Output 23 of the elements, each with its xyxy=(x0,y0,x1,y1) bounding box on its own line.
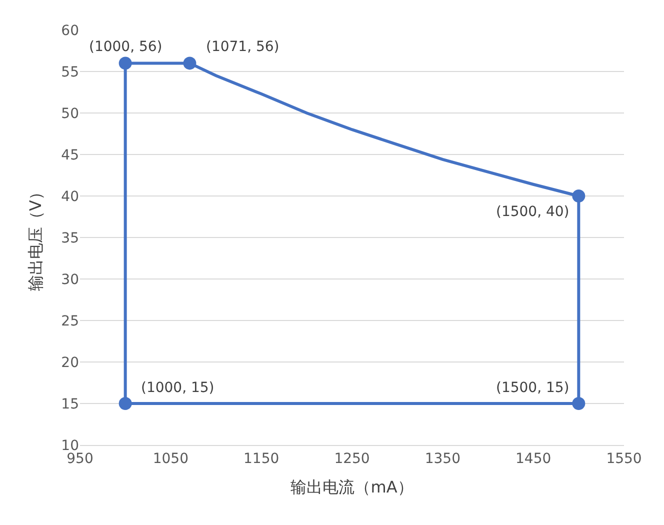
x-tick-label: 1050 xyxy=(152,450,188,467)
x-axis-title: 输出电流（mA） xyxy=(290,478,414,496)
annotation: (1500, 40) xyxy=(496,204,570,220)
x-tick-label: 1250 xyxy=(334,450,370,467)
x-tick-label: 1550 xyxy=(606,450,642,467)
y-tick-label: 25 xyxy=(61,313,79,330)
annotation: (1071, 56) xyxy=(206,39,280,55)
x-tick-label: 1450 xyxy=(516,450,552,467)
y-tick-label: 20 xyxy=(61,354,79,371)
y-tick-label: 55 xyxy=(61,64,79,80)
y-tick-label: 40 xyxy=(61,188,79,205)
y-axis-title: 输出电压（V） xyxy=(26,184,46,291)
y-tick-label: 50 xyxy=(61,106,79,122)
y-tick-label: 30 xyxy=(61,272,79,288)
annotation: (1000, 15) xyxy=(141,380,214,396)
y-tick-label: 60 xyxy=(61,22,79,39)
annotation: (1000, 56) xyxy=(89,39,162,55)
y-tick-label: 35 xyxy=(61,230,79,246)
y-tick-label: 15 xyxy=(61,396,79,412)
y-tick-label: 45 xyxy=(61,147,79,164)
annotation: (1500, 15) xyxy=(496,380,570,396)
x-tick-label: 1350 xyxy=(424,450,460,467)
x-tick-label: 1150 xyxy=(244,450,280,467)
